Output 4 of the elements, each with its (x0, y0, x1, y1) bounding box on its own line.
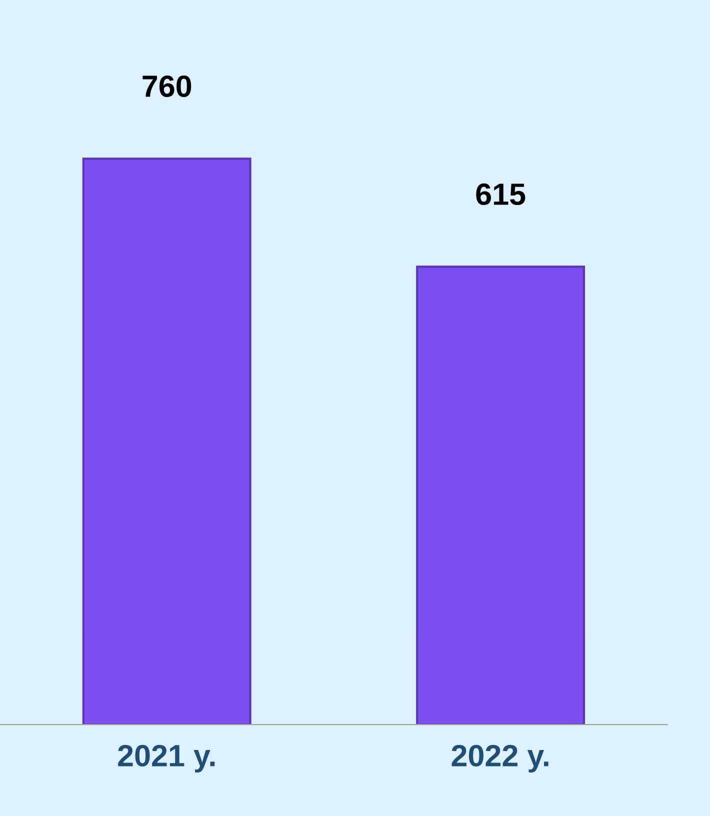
data-label: 615 (476, 183, 526, 206)
x-tick-label: 2021 y. (118, 744, 215, 773)
data-label: 760 (142, 75, 192, 98)
x-tick-label: 2022 y. (452, 744, 548, 773)
